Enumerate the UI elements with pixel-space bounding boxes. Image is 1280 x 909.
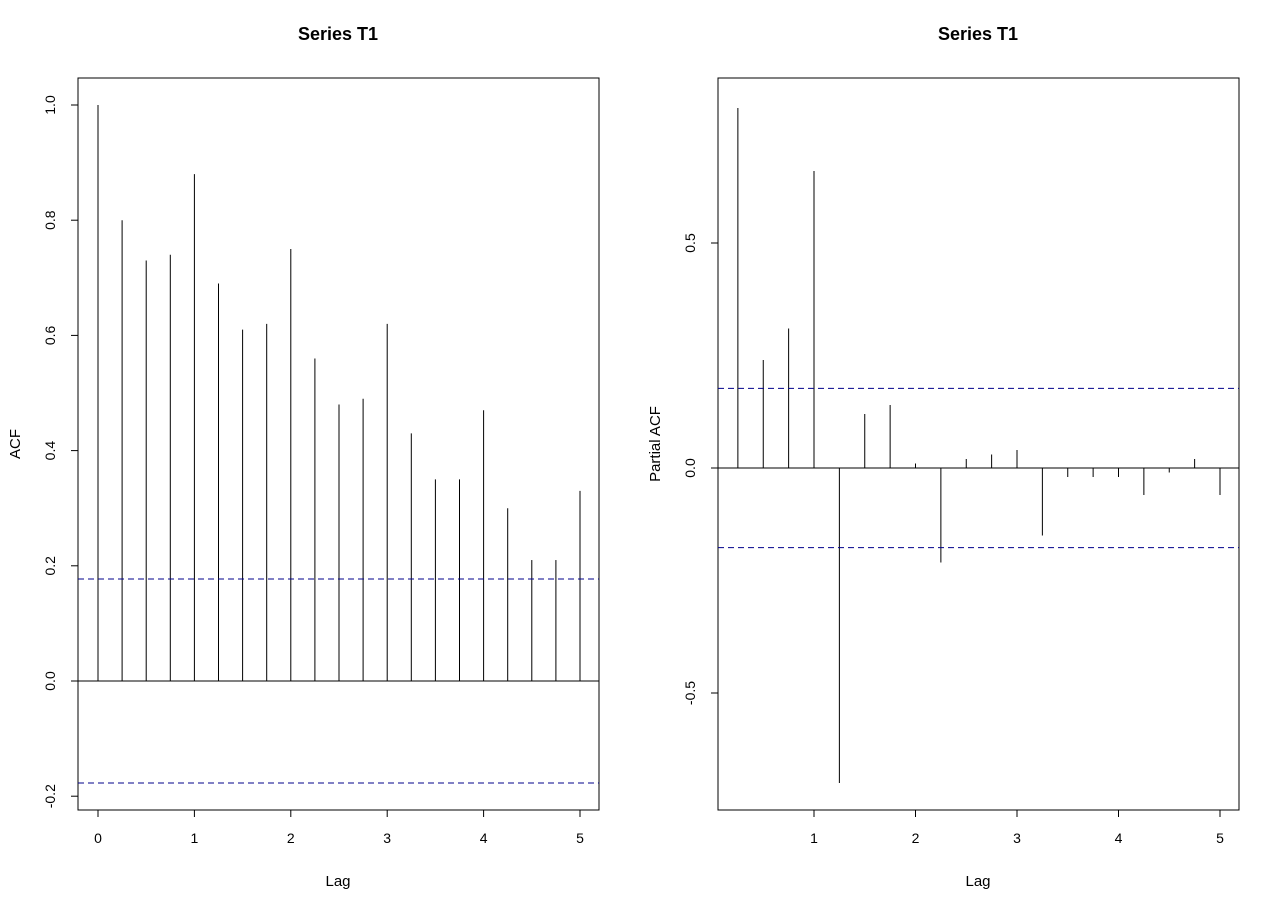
x-tick-label: 3 bbox=[383, 830, 391, 846]
x-tick-label: 1 bbox=[810, 830, 818, 846]
x-tick-label: 0 bbox=[94, 830, 102, 846]
plot-frame bbox=[717, 77, 1240, 811]
y-axis: -0.2 0.0 0.2 0.4 0.6 0.8 1.0 bbox=[42, 95, 78, 808]
x-tick-label: 4 bbox=[1115, 830, 1123, 846]
y-tick-label: 0.6 bbox=[42, 325, 58, 345]
x-axis-label: Lag bbox=[325, 873, 350, 890]
x-tick-label: 4 bbox=[480, 830, 488, 846]
x-tick-label: 1 bbox=[191, 830, 199, 846]
y-tick-label: 0.0 bbox=[682, 458, 698, 478]
y-tick-label: -0.5 bbox=[682, 681, 698, 705]
x-tick-label: 5 bbox=[1216, 830, 1224, 846]
y-tick-label: -0.2 bbox=[42, 784, 58, 808]
y-axis-label: ACF bbox=[7, 429, 24, 459]
y-axis: -0.5 0.0 0.5 bbox=[682, 233, 718, 705]
y-tick-label: 0.8 bbox=[42, 210, 58, 230]
pacf-panel: Series T1 Lag Partial ACF 1 2 3 4 5 -0.5 0.0 0… bbox=[647, 24, 1240, 890]
pacf-bars bbox=[737, 108, 1221, 783]
reference-lines bbox=[78, 578, 599, 784]
x-tick-label: 5 bbox=[576, 830, 584, 846]
chart-title: Series T1 bbox=[298, 24, 378, 44]
x-tick-label: 3 bbox=[1013, 830, 1021, 846]
y-tick-label: 1.0 bbox=[42, 95, 58, 115]
y-tick-label: 0.4 bbox=[42, 441, 58, 461]
acf-bars bbox=[97, 105, 581, 681]
y-tick-label: 0.0 bbox=[42, 671, 58, 691]
chart-title: Series T1 bbox=[938, 24, 1018, 44]
x-axis: 1 2 3 4 5 bbox=[810, 810, 1224, 846]
y-tick-label: 0.5 bbox=[682, 233, 698, 253]
plot-frame bbox=[77, 77, 600, 811]
x-tick-label: 2 bbox=[912, 830, 920, 846]
x-axis-label: Lag bbox=[965, 873, 990, 890]
y-axis-label: Partial ACF bbox=[647, 406, 664, 482]
reference-lines bbox=[718, 387, 1239, 549]
acf-panel: Series T1 Lag ACF 0 1 2 3 4 5 -0.2 0.0 0.2 0.4 0.… bbox=[7, 24, 600, 890]
x-tick-label: 2 bbox=[287, 830, 295, 846]
x-axis: 0 1 2 3 4 5 bbox=[94, 810, 584, 846]
y-tick-label: 0.2 bbox=[42, 556, 58, 576]
